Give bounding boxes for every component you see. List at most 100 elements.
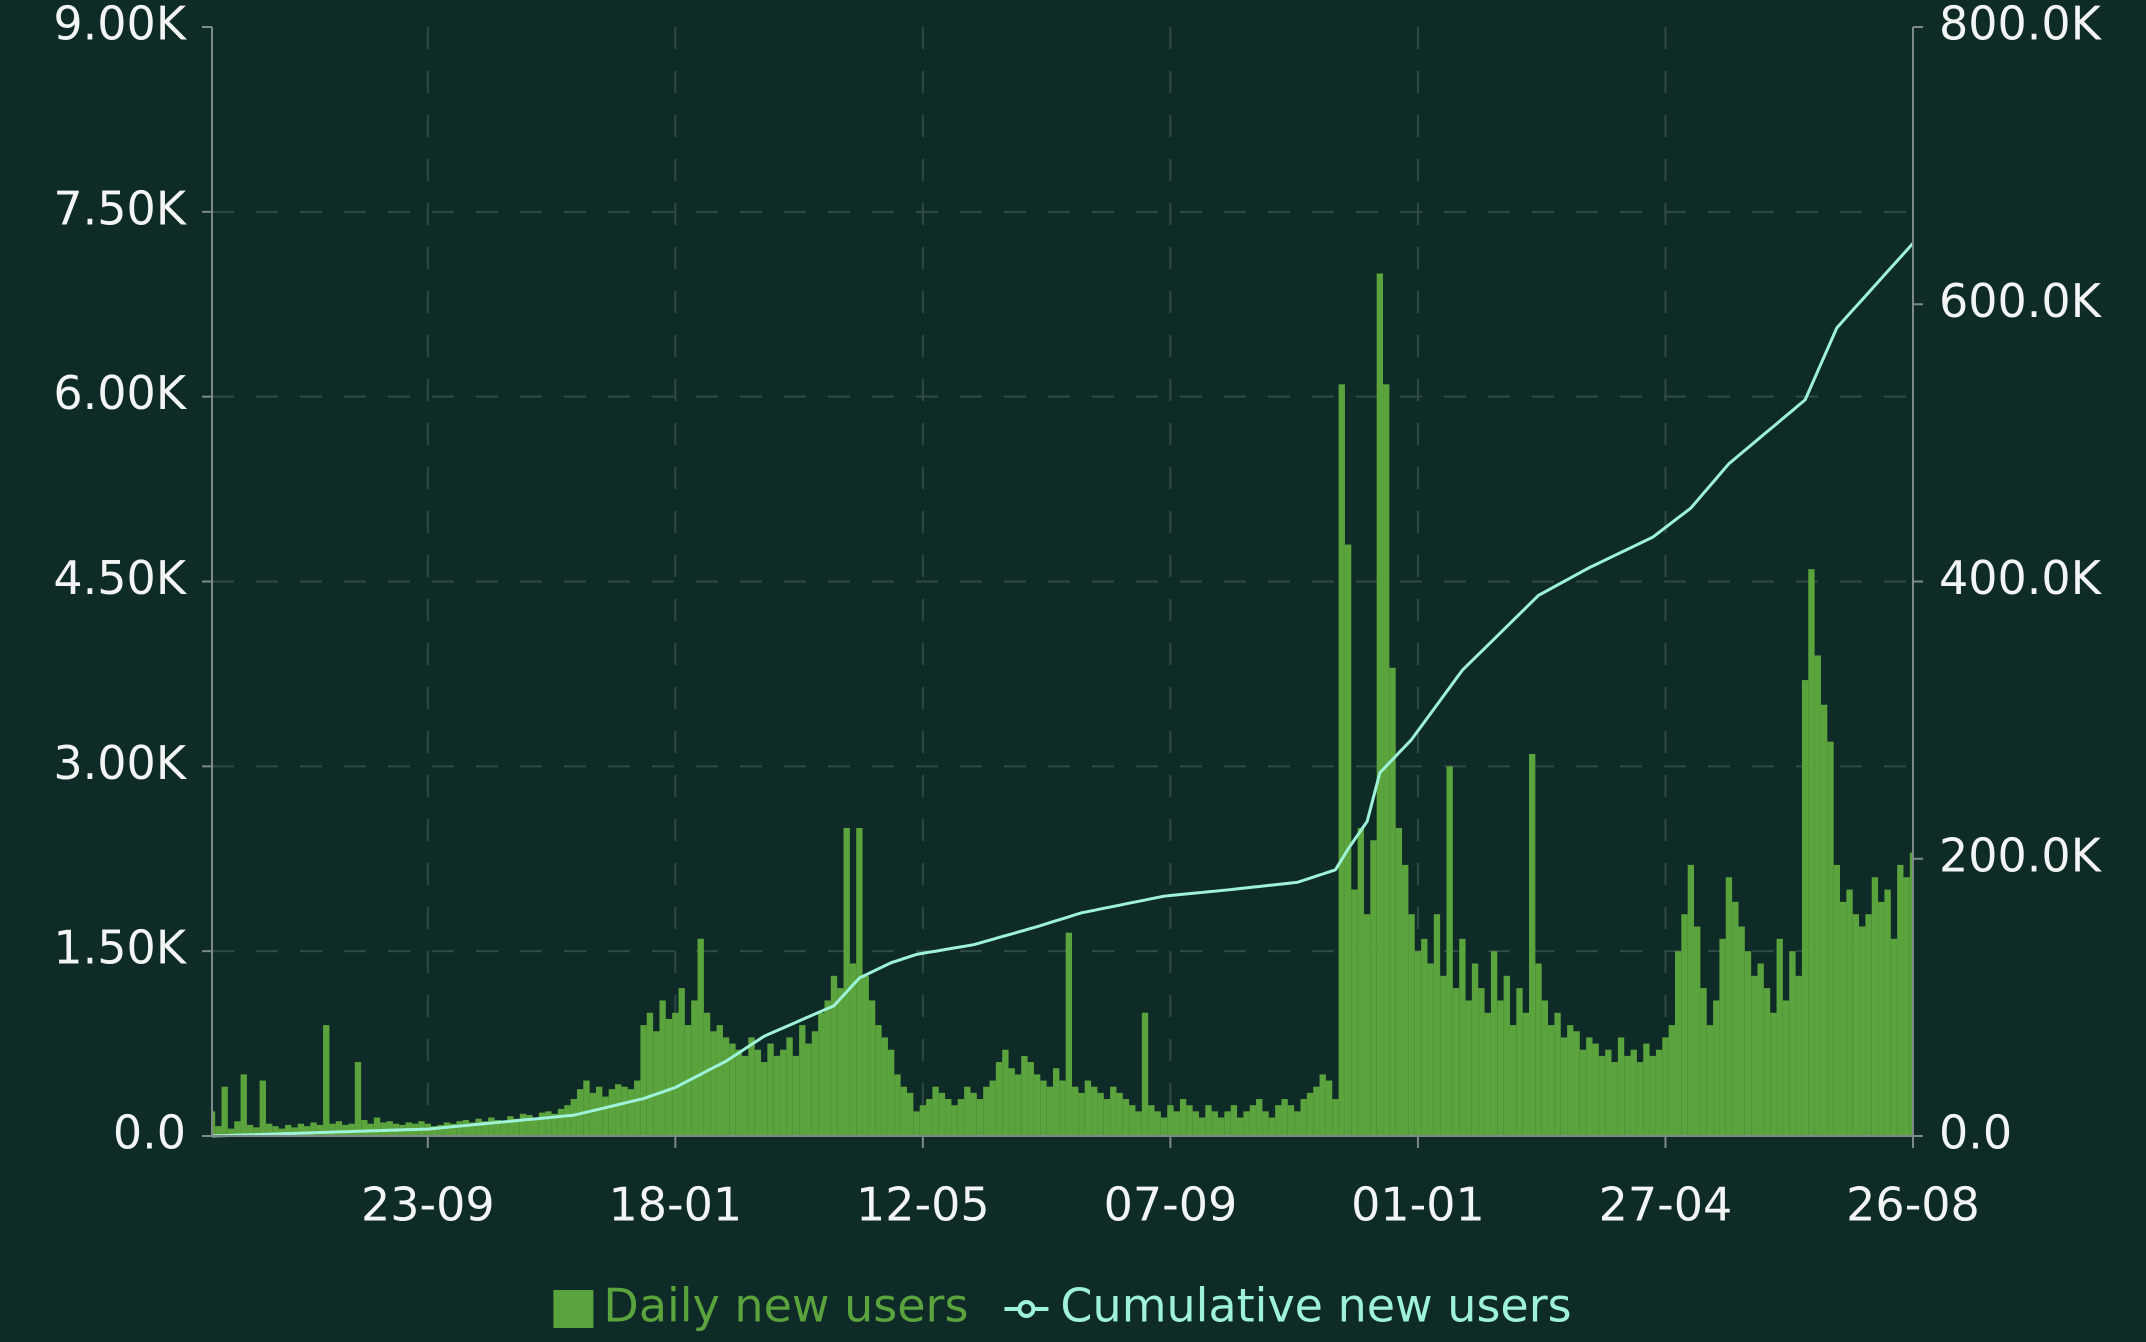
bar: [1021, 1055, 1028, 1136]
bar: [1484, 1012, 1491, 1136]
bar: [1548, 1025, 1555, 1136]
line: [211, 242, 1915, 1138]
bar: [1560, 1037, 1568, 1136]
bar: [1592, 1043, 1599, 1136]
bar: [722, 1037, 730, 1136]
bar: [297, 1123, 305, 1136]
bar: [1287, 1105, 1295, 1136]
bar: [1509, 1025, 1517, 1136]
bar: [1154, 1111, 1161, 1136]
bar: [799, 1025, 806, 1136]
bar: [1351, 889, 1358, 1136]
bar: [983, 1086, 990, 1136]
bar: [469, 1122, 476, 1136]
bar: [1624, 1055, 1631, 1136]
x-tick-label: 23-09: [361, 1178, 495, 1232]
bar: [1909, 852, 1913, 1136]
bar: [754, 1049, 762, 1136]
bar: [253, 1127, 260, 1136]
y-tick-label: 6.00K: [53, 366, 187, 420]
bar: [970, 1092, 977, 1136]
bar: [1160, 1117, 1168, 1136]
bar: [748, 1037, 755, 1136]
bar: [856, 827, 863, 1136]
bar: [976, 1099, 984, 1136]
bar: [1268, 1117, 1276, 1136]
bar: [1770, 1012, 1777, 1136]
bar: [805, 1043, 812, 1136]
bar: [221, 1086, 228, 1136]
bar: [1497, 1000, 1504, 1136]
bar: [1897, 864, 1904, 1136]
bar: [1529, 754, 1536, 1136]
bar: [1363, 914, 1371, 1136]
bar: [710, 1031, 717, 1136]
x-tick-label: 27-04: [1599, 1178, 1733, 1232]
bar: [1598, 1055, 1606, 1136]
bar: [1325, 1080, 1333, 1136]
bar: [1782, 1000, 1790, 1136]
bar: [1554, 1012, 1561, 1136]
bar: [265, 1123, 273, 1136]
bar: [1611, 1062, 1618, 1136]
bar: [1186, 1105, 1193, 1136]
bar: [634, 1080, 641, 1136]
bar: [824, 1000, 831, 1136]
bar: [361, 1119, 368, 1136]
bar: [1402, 864, 1409, 1136]
bar: [729, 1043, 736, 1136]
bar: [1433, 914, 1441, 1136]
bar: [1789, 951, 1796, 1136]
bar: [627, 1089, 635, 1136]
bar: [1452, 988, 1460, 1136]
bar: [1617, 1037, 1625, 1136]
bar: [1535, 963, 1542, 1136]
y2-tick-label: 600.0K: [1939, 274, 2103, 328]
bar: [780, 1049, 787, 1136]
bar: [1763, 988, 1771, 1136]
bar: [488, 1117, 495, 1136]
bar: [1344, 544, 1352, 1136]
bar: [1052, 1068, 1060, 1136]
bar: [532, 1117, 539, 1136]
bar: [304, 1126, 311, 1136]
bar: [526, 1115, 533, 1136]
bar: [1072, 1086, 1079, 1136]
bar: [1605, 1049, 1612, 1136]
bar: [1700, 988, 1707, 1136]
bar: [1890, 938, 1898, 1136]
bar: [1135, 1111, 1142, 1136]
y-tick-label: 9.00K: [53, 0, 187, 51]
y-tick-label: 1.50K: [53, 921, 187, 975]
bar: [1122, 1099, 1130, 1136]
bar: [1471, 963, 1479, 1136]
bar: [1459, 938, 1466, 1136]
bar: [557, 1108, 565, 1136]
bar: [1719, 938, 1726, 1136]
bar: [1167, 1105, 1174, 1136]
bar: [1084, 1080, 1092, 1136]
y2-tick-label: 400.0K: [1939, 551, 2103, 605]
bar: [481, 1121, 489, 1136]
bar: [1421, 938, 1428, 1136]
bar: [1814, 655, 1821, 1136]
bar: [837, 988, 844, 1136]
bar: [1078, 1092, 1085, 1136]
bar: [570, 1099, 577, 1136]
bar: [1383, 384, 1390, 1136]
bar: [1833, 864, 1841, 1136]
bar: [1516, 988, 1523, 1136]
bar: [1440, 975, 1447, 1136]
bar: [665, 1018, 673, 1136]
bar: [246, 1124, 254, 1136]
bar: [945, 1099, 952, 1136]
bar: [761, 1062, 768, 1136]
bar: [906, 1092, 914, 1136]
bar: [659, 1000, 666, 1136]
bar: [1687, 864, 1695, 1136]
bar: [354, 1062, 362, 1136]
bar: [691, 1000, 698, 1136]
